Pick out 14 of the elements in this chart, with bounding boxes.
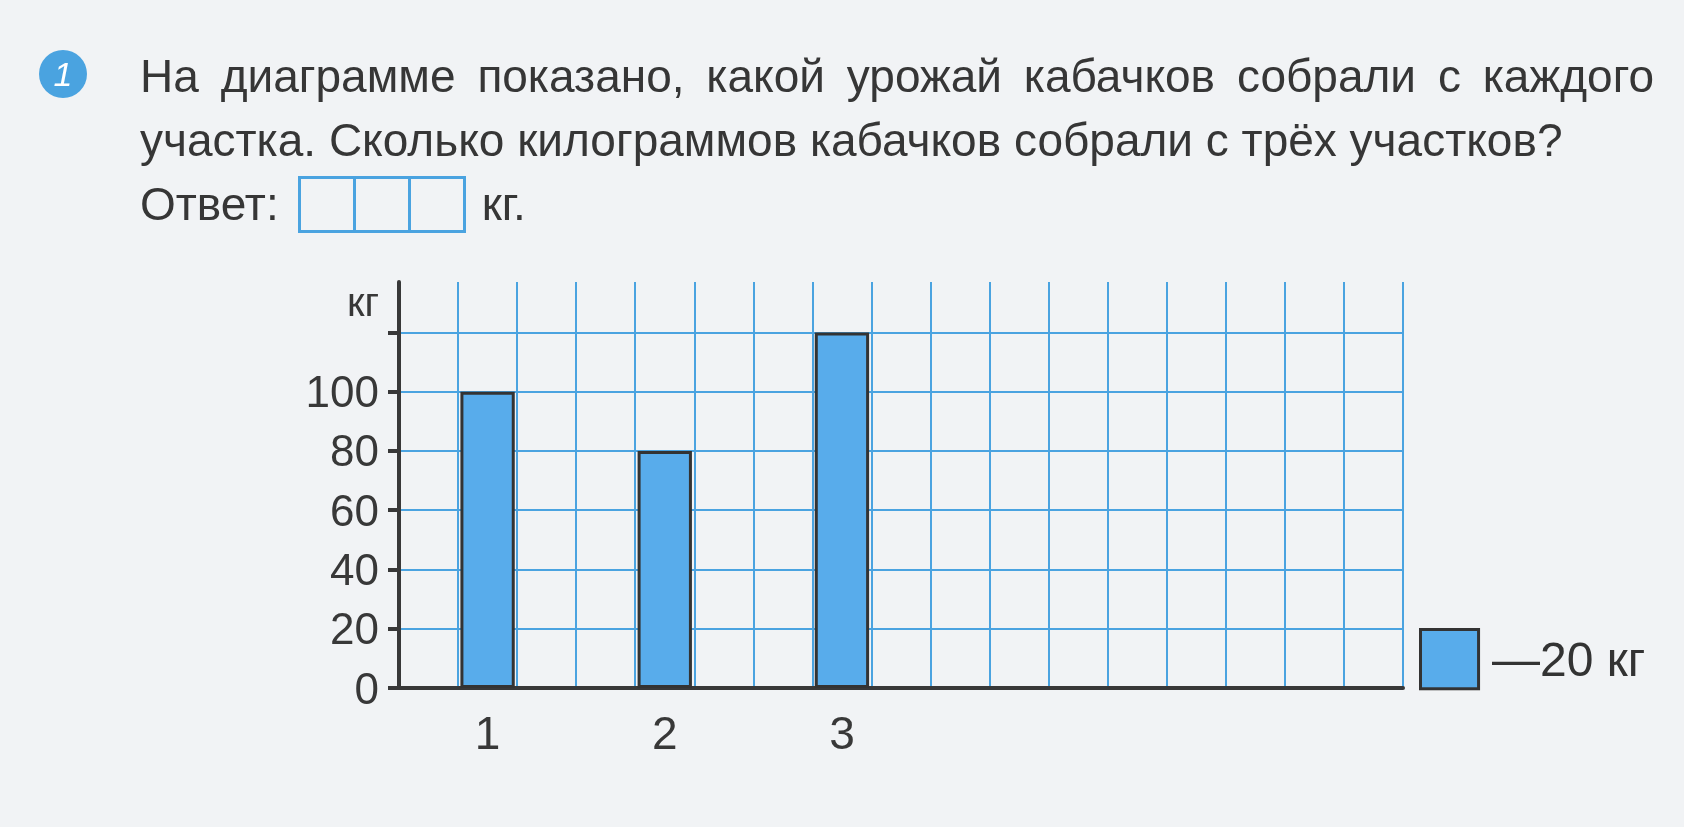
x-tick-label: 1 [474,707,501,759]
text: —20 кг [1492,631,1646,687]
x-tick-label: 2 [651,707,678,759]
y-tick-label: 0 [354,663,379,713]
y-tick-label: 60 [330,485,379,535]
text: кг. [481,177,526,232]
y-axis-title: кг [346,280,379,324]
y-tick-label: 80 [330,426,379,476]
chart-title: На диаграмме показано, какой урожай кабачков собрали с каждого участка. Сколько килограммов кабачков собрали с трёх участков? [140,49,1654,168]
y-tick-label: 100 [305,367,379,417]
y-tick-label: 40 [330,544,379,594]
text: Ответ: [140,177,279,232]
y-tick-label: 20 [330,604,379,654]
x-tick-label: 3 [829,707,855,759]
